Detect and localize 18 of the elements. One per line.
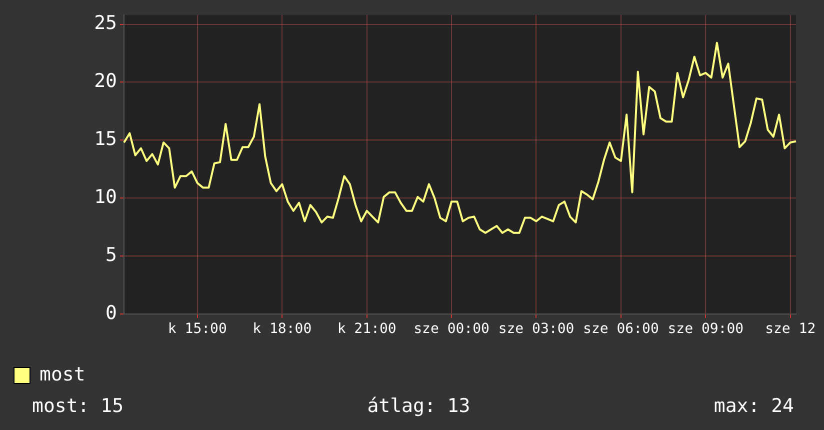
x-tick-label: sze 00:00 [414, 321, 490, 338]
x-tick-label: k 15:00 [168, 321, 227, 338]
x-tick-label: sze 06:00 [583, 321, 659, 338]
text: max: 24 [714, 395, 794, 417]
x-tick-label: sze 03:00 [498, 321, 574, 338]
x-tick-label: k 18:00 [252, 321, 312, 338]
x-tick-label: sze 12 [765, 321, 816, 338]
text: átlag: 13 [367, 395, 470, 417]
y-tick-label: 5 [106, 244, 117, 266]
legend-label: most [40, 363, 86, 386]
x-tick-label: sze 09:00 [668, 321, 744, 338]
x-tick-label: k 21:00 [337, 321, 396, 338]
y-tick-label: 10 [94, 186, 117, 208]
text: most: 15 [32, 395, 124, 417]
y-tick-label: 20 [94, 70, 117, 92]
y-tick-label: 25 [94, 12, 117, 34]
y-tick-label: 15 [94, 128, 117, 150]
y-tick-label: 0 [106, 302, 117, 324]
